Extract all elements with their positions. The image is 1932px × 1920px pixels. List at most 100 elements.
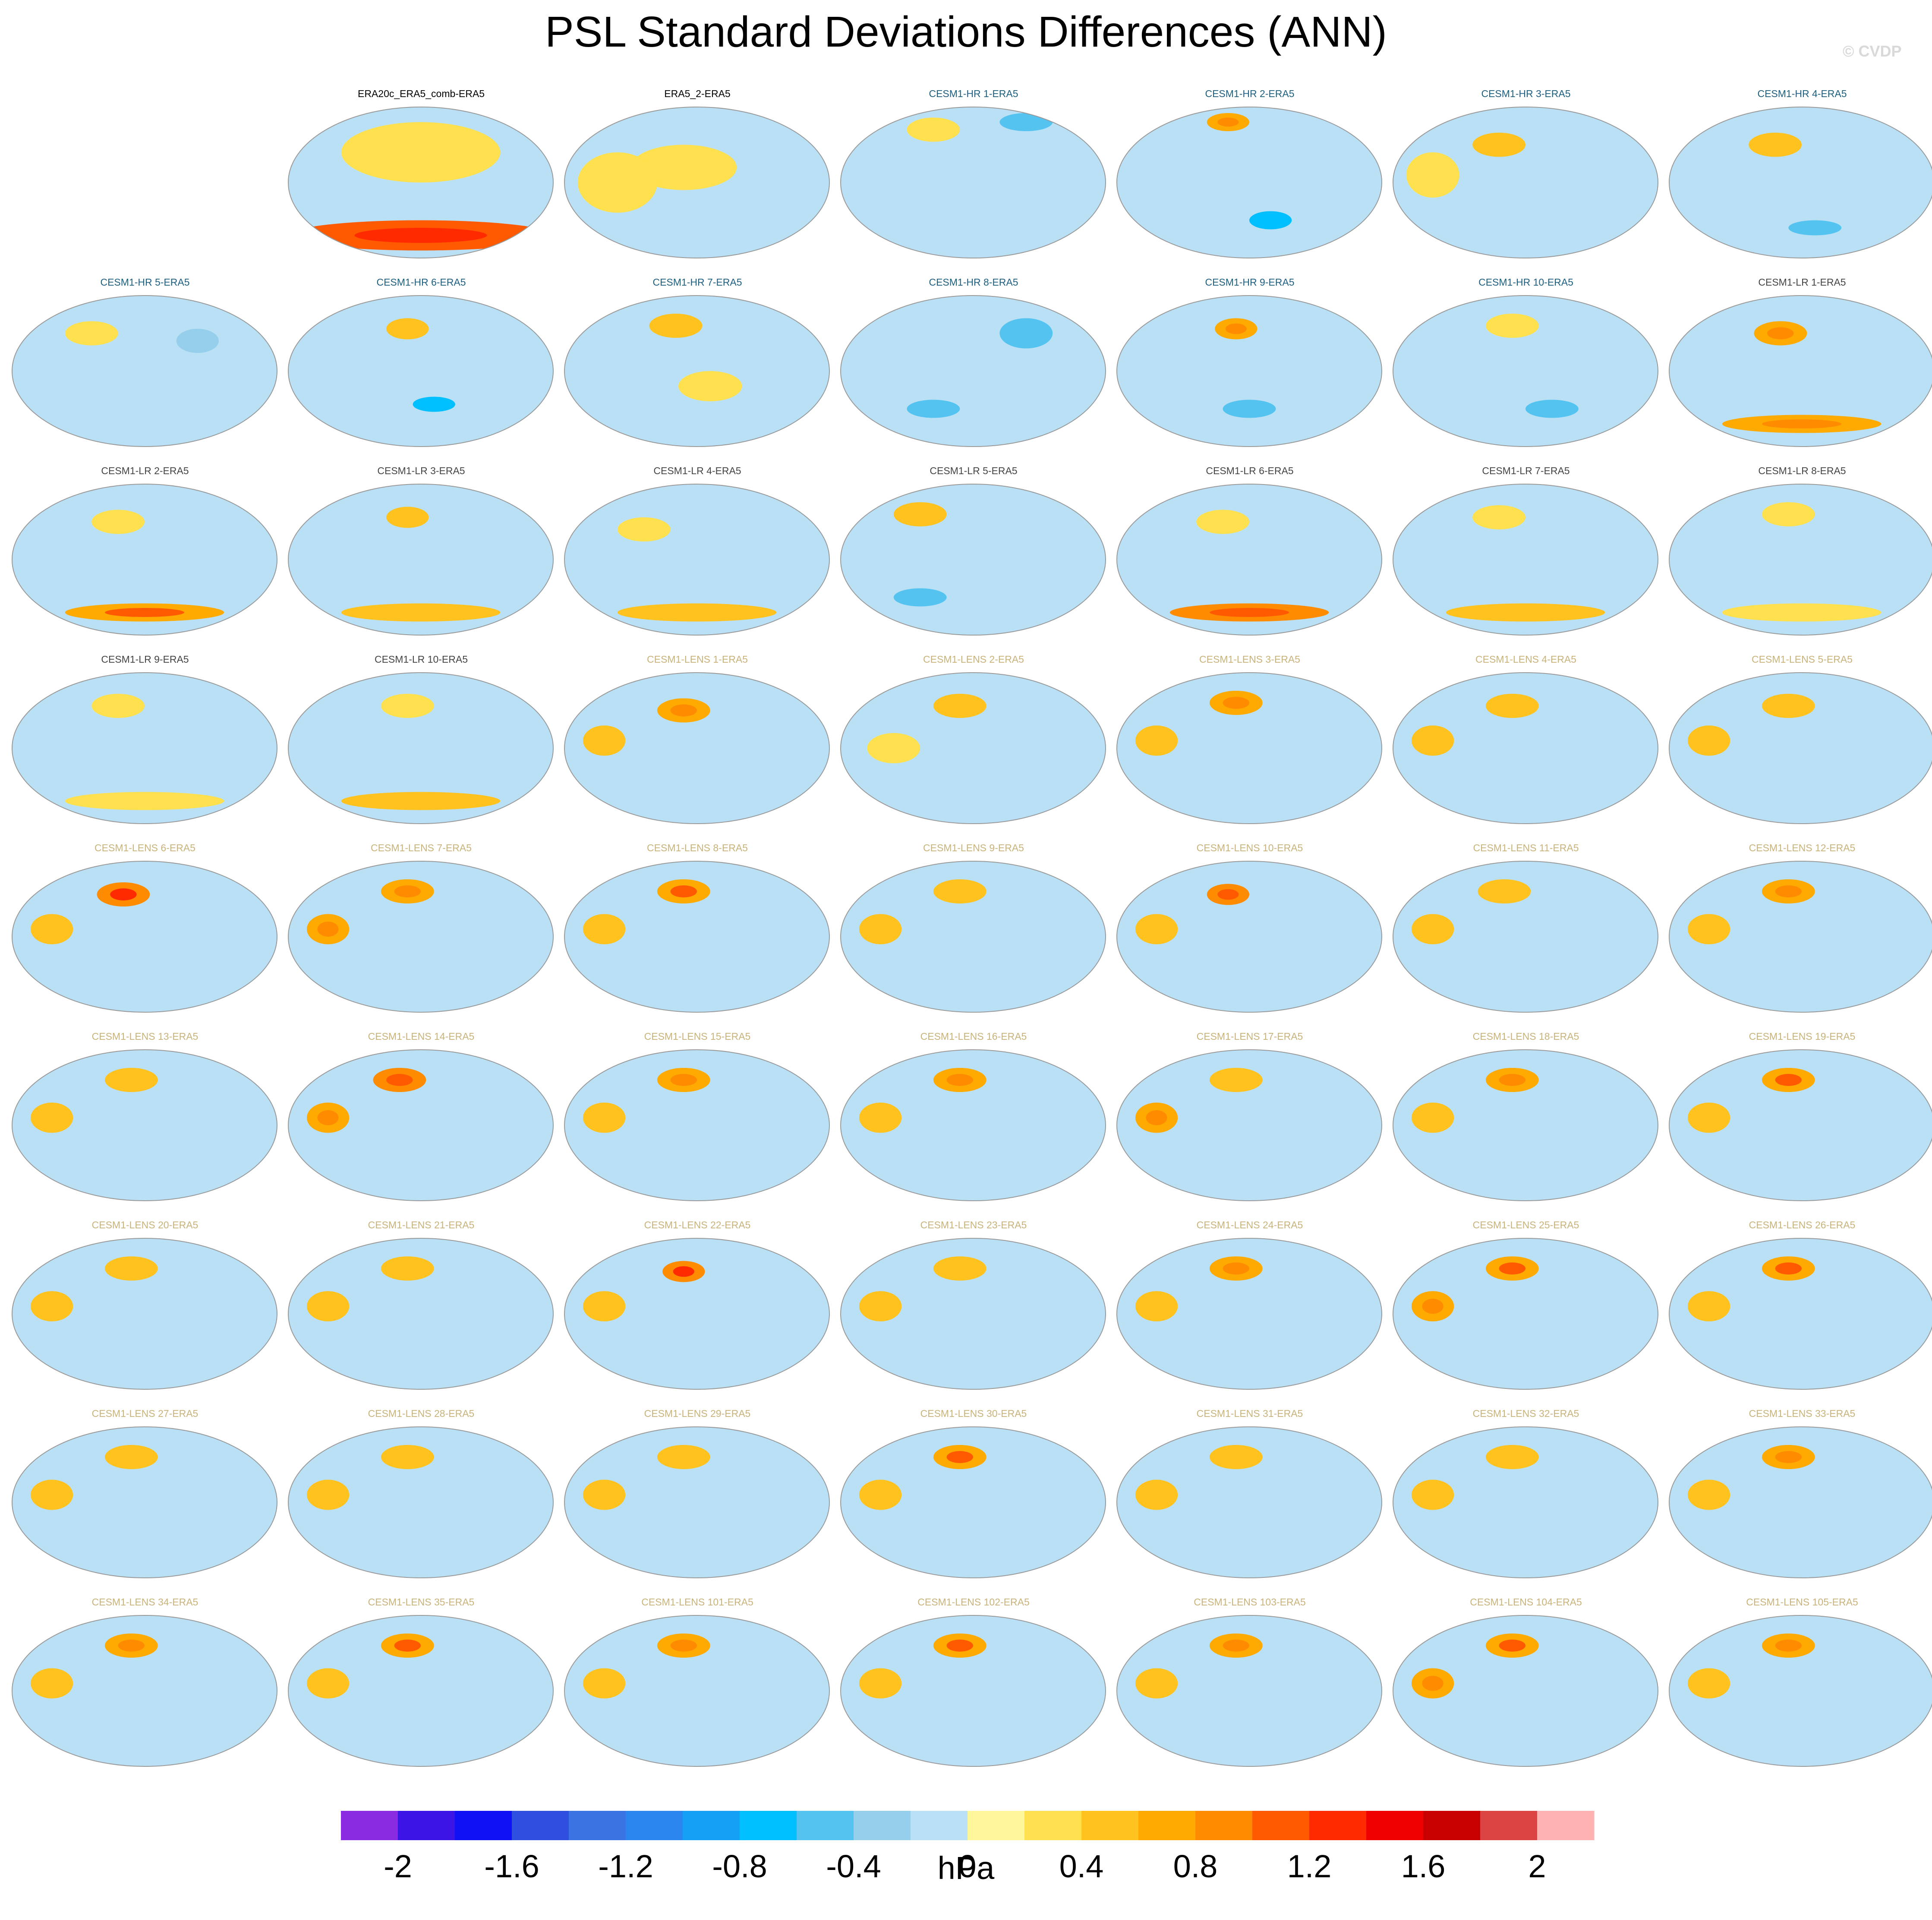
colorbar-tick-label: 1.2 (1287, 1848, 1332, 1884)
colorbar-box (1537, 1811, 1595, 1840)
map-outline (1393, 1615, 1658, 1767)
panel-title: CESM1-HR 6-ERA5 (376, 277, 466, 288)
field-anomaly (1762, 694, 1815, 718)
field-anomaly (381, 1445, 434, 1469)
map-panel: ERA5_2-ERA5 (560, 88, 835, 274)
field-anomaly (306, 1291, 350, 1322)
field-background (1669, 484, 1932, 635)
map-panel: CESM1-LENS 26-ERA5 (1665, 1219, 1932, 1405)
colorbar-box (398, 1811, 455, 1840)
field-anomaly-core (946, 1451, 973, 1463)
field-anomaly (1687, 1291, 1730, 1322)
panel-title: CESM1-LENS 12-ERA5 (1749, 842, 1856, 853)
colorbar-box (1195, 1811, 1253, 1840)
field-background (841, 1050, 1106, 1201)
map-panel: CESM1-HR 3-ERA5 (1389, 88, 1663, 274)
field-anomaly-core (386, 1074, 413, 1086)
field-anomaly (649, 314, 703, 338)
map-outline (840, 861, 1106, 1013)
field-anomaly-core (1217, 889, 1239, 900)
map-field (1669, 1238, 1932, 1390)
field-anomaly-core (1767, 327, 1794, 340)
field-anomaly (306, 1479, 350, 1510)
field-anomaly (1446, 603, 1605, 622)
map-outline (1116, 861, 1382, 1013)
map-field (1393, 1615, 1658, 1767)
map-field (1393, 861, 1658, 1013)
field-anomaly-core (1499, 1262, 1525, 1275)
field-background (1117, 1238, 1382, 1389)
map-panel: CESM1-LENS 32-ERA5 (1389, 1408, 1663, 1593)
map-outline (1393, 1238, 1658, 1390)
panel-title: CESM1-LENS 104-ERA5 (1470, 1596, 1582, 1608)
map-panel: CESM1-LR 5-ERA5 (836, 465, 1111, 651)
field-background (288, 296, 553, 447)
map-outline (564, 1615, 830, 1767)
panel-title: CESM1-LENS 22-ERA5 (644, 1219, 751, 1231)
panel-title: CESM1-LENS 21-ERA5 (368, 1219, 475, 1231)
field-background (841, 673, 1106, 824)
field-anomaly (306, 1668, 350, 1699)
field-background (564, 673, 829, 824)
map-field (288, 1426, 554, 1578)
map-field (12, 1049, 277, 1201)
panel-title: CESM1-HR 7-ERA5 (652, 277, 742, 288)
field-background (564, 296, 829, 447)
field-background (1117, 484, 1382, 635)
panel-title: CESM1-LENS 34-ERA5 (91, 1596, 199, 1608)
map-outline (564, 1049, 830, 1201)
field-background (1669, 1615, 1932, 1766)
colorbar-tick-label: 0.8 (1173, 1848, 1218, 1884)
field-anomaly-core (1225, 323, 1247, 334)
field-anomaly (583, 725, 626, 756)
panel-title: CESM1-LENS 32-ERA5 (1472, 1408, 1579, 1419)
map-field (288, 484, 554, 636)
map-outline (288, 1426, 554, 1578)
field-anomaly (617, 517, 671, 541)
field-background (1117, 107, 1382, 258)
field-anomaly (104, 1445, 158, 1469)
map-outline (1393, 107, 1658, 258)
panel-title: CESM1-LENS 5-ERA5 (1752, 654, 1853, 665)
panel-title: CESM1-LENS 18-ERA5 (1472, 1031, 1579, 1042)
map-panel: CESM1-LENS 7-ERA5 (284, 842, 558, 1028)
field-background (12, 673, 277, 824)
map-field (1393, 1049, 1658, 1201)
field-anomaly-core (1775, 1451, 1802, 1463)
map-panel: CESM1-LENS 16-ERA5 (836, 1031, 1111, 1216)
panel-title: CESM1-LENS 1-ERA5 (647, 654, 748, 665)
panel-title: CESM1-LENS 9-ERA5 (923, 842, 1024, 853)
field-background (841, 107, 1106, 258)
map-field (1116, 1049, 1382, 1201)
map-field (1669, 295, 1932, 447)
map-outline (564, 484, 830, 636)
field-anomaly (341, 603, 501, 622)
map-panel: CESM1-LENS 102-ERA5 (836, 1596, 1111, 1782)
field-anomaly-core (394, 1640, 421, 1652)
field-anomaly (583, 1479, 626, 1510)
map-panel: CESM1-LENS 12-ERA5 (1665, 842, 1932, 1028)
colorbar-box (455, 1811, 512, 1840)
field-anomaly (1687, 1479, 1730, 1510)
panel-title: CESM1-LENS 33-ERA5 (1749, 1408, 1856, 1419)
map-panel: CESM1-LENS 103-ERA5 (1113, 1596, 1387, 1782)
map-panel: CESM1-LENS 29-ERA5 (560, 1408, 835, 1593)
panel-title: CESM1-LENS 23-ERA5 (920, 1219, 1027, 1231)
panel-title: CESM1-HR 1-ERA5 (929, 88, 1018, 99)
map-field (12, 861, 277, 1013)
field-background (288, 1615, 553, 1766)
field-anomaly-core (1775, 885, 1802, 897)
field-anomaly (30, 1668, 73, 1699)
panel-title: CESM1-LENS 4-ERA5 (1475, 654, 1576, 665)
map-panel: CESM1-HR 9-ERA5 (1113, 277, 1387, 462)
panel-title: CESM1-LENS 31-ERA5 (1196, 1408, 1303, 1419)
field-anomaly (91, 510, 145, 534)
field-anomaly (1525, 400, 1579, 418)
field-anomaly (893, 588, 947, 607)
field-anomaly (1485, 694, 1539, 718)
colorbar-box (1138, 1811, 1196, 1840)
field-anomaly-core (1209, 608, 1289, 617)
panel-title: CESM1-HR 5-ERA5 (100, 277, 190, 288)
map-panel: CESM1-LENS 20-ERA5 (8, 1219, 282, 1405)
field-background (1393, 107, 1658, 258)
